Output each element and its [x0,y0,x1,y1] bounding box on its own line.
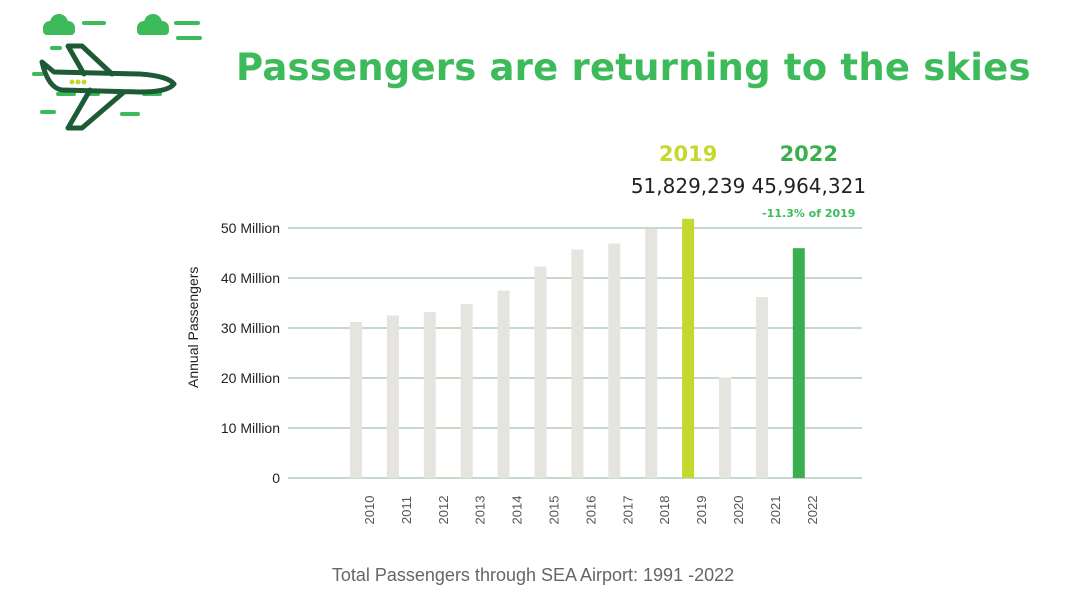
bars [350,218,805,478]
bar-2013 [460,304,473,478]
x-tick-label: 2022 [805,496,820,525]
bar-2011 [386,315,399,478]
bar-2022 [792,248,805,478]
x-tick-label: 2012 [436,496,451,525]
x-tick-label: 2020 [731,496,746,525]
bar-chart: 0 10 Million 20 Million 30 Million 40 Millio… [185,142,866,525]
x-tick-label: 2017 [620,496,635,525]
x-tick-label: 2016 [583,496,598,525]
x-tick-label: 2011 [399,496,414,524]
highlight-year-2022: 2022 [780,142,838,166]
y-axis-title: Annual Passengers [185,267,201,388]
highlight-note-2022: -11.3% of 2019 [762,207,855,220]
x-tick-label: 2014 [510,496,525,525]
x-tick-label: 2021 [768,496,783,525]
y-tick-label: 20 Million [221,370,280,386]
highlight-value-2022: 45,964,321 [752,174,867,198]
x-tick-label: 2018 [657,496,672,525]
page-title: Passengers are returning to the skies [236,46,1031,89]
bar-2021 [755,297,768,478]
airplane-with-clouds-icon [32,14,202,131]
highlight-year-2019: 2019 [659,142,717,166]
x-tick-label: 2010 [362,496,377,525]
y-tick-label: 0 [272,470,280,486]
x-tick-label: 2013 [473,496,488,525]
y-tick-label: 50 Million [221,220,280,236]
y-tick-label: 10 Million [221,420,280,436]
bar-2010 [350,322,362,478]
bar-2015 [534,266,547,478]
highlight-annotations: 2019 51,829,239 2022 45,964,321 -11.3% of 20… [631,142,866,220]
x-axis-tick-labels: 2010 2011 2012 2013 2014 2015 2016 2017 2018 2019… [362,496,820,525]
bar-2018 [645,229,658,478]
bar-2014 [497,290,510,478]
bar-2016 [571,249,584,478]
y-tick-label: 40 Million [221,270,280,286]
bar-2020 [719,377,731,478]
y-tick-label: 30 Million [221,320,280,336]
bar-2012 [423,312,436,478]
bar-2019 [682,218,695,478]
highlight-value-2019: 51,829,239 [631,174,746,198]
bar-2017 [608,243,621,478]
chart-caption: Total Passengers through SEA Airport: 19… [331,565,735,585]
y-axis-tick-labels: 0 10 Million 20 Million 30 Million 40 Millio… [221,220,280,486]
x-tick-label: 2015 [547,496,562,525]
x-tick-label: 2019 [694,496,709,525]
